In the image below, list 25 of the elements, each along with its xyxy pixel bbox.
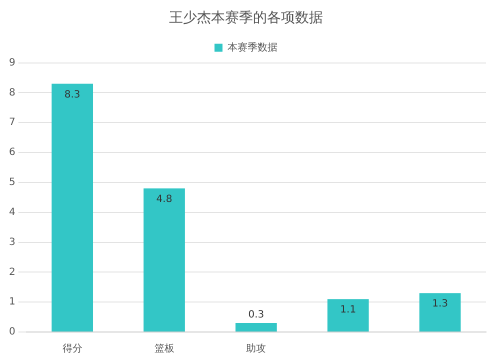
legend-label: 本赛季数据: [228, 41, 278, 54]
chart-title: 王少杰本赛季的各项数据: [169, 10, 323, 26]
data-label: 1.1: [340, 304, 356, 316]
y-tick-label: 7: [8, 117, 16, 128]
y-tick-label: 6: [8, 147, 16, 158]
bar: [419, 293, 461, 332]
data-label: 1.3: [432, 298, 448, 310]
data-label: 0.3: [248, 310, 264, 321]
bar: [327, 299, 369, 332]
y-tick-label: 1: [8, 296, 16, 308]
y-tick-label: 4: [8, 206, 16, 218]
y-tick-label: 9: [8, 57, 16, 68]
y-tick-label: 8: [8, 87, 16, 98]
y-tick-label: 2: [8, 266, 16, 278]
bar: [236, 323, 277, 332]
bar: [52, 84, 94, 332]
x-tick-label: 篮板: [154, 342, 174, 355]
bar: [144, 188, 185, 332]
x-tick-label: 得分: [62, 342, 82, 355]
x-tick-label: 助攻: [246, 342, 266, 355]
y-tick-label: 5: [8, 177, 16, 188]
data-label: 4.8: [156, 194, 172, 206]
y-tick-label: 3: [8, 236, 16, 248]
y-tick-label: 0: [8, 326, 16, 338]
data-label: 8.3: [64, 89, 80, 100]
